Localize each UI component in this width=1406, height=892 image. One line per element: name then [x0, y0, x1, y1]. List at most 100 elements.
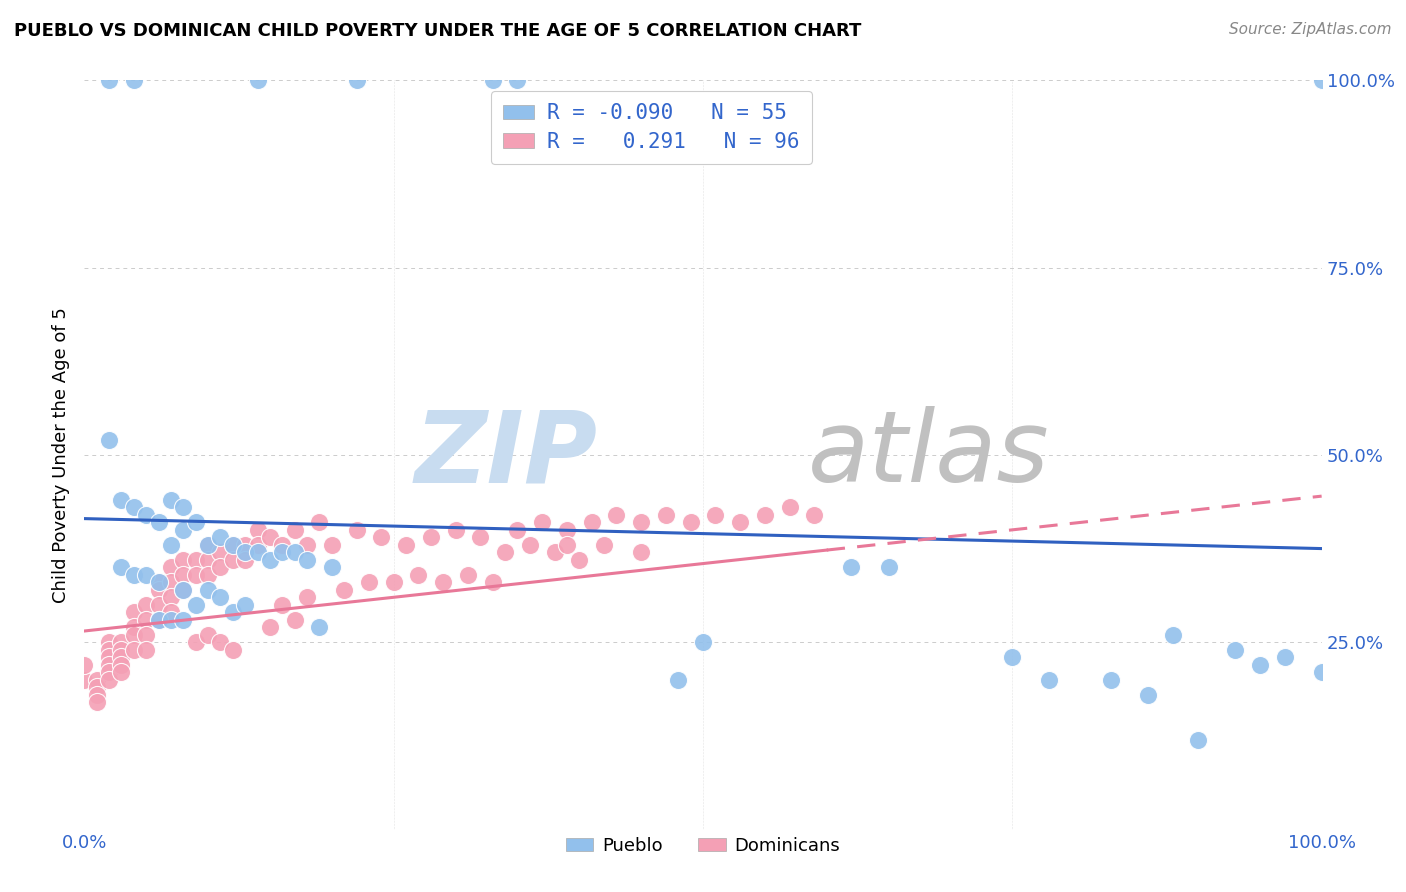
- Point: [148, 598, 170, 612]
- Point: [321, 538, 343, 552]
- Point: [98, 650, 121, 665]
- Point: [432, 575, 454, 590]
- Point: [135, 567, 157, 582]
- Point: [110, 492, 132, 507]
- Point: [246, 538, 269, 552]
- Point: [419, 530, 441, 544]
- Point: [222, 642, 245, 657]
- Point: [172, 567, 194, 582]
- Point: [86, 673, 108, 687]
- Point: [197, 567, 219, 582]
- Point: [172, 613, 194, 627]
- Point: [271, 538, 294, 552]
- Point: [233, 538, 256, 552]
- Point: [1187, 732, 1209, 747]
- Point: [555, 538, 578, 552]
- Point: [382, 575, 405, 590]
- Point: [148, 516, 170, 530]
- Point: [73, 673, 96, 687]
- Point: [160, 560, 183, 574]
- Point: [233, 553, 256, 567]
- Point: [346, 73, 368, 87]
- Point: [259, 620, 281, 634]
- Point: [295, 553, 318, 567]
- Point: [122, 73, 145, 87]
- Legend: Pueblo, Dominicans: Pueblo, Dominicans: [558, 830, 848, 862]
- Point: [184, 598, 207, 612]
- Point: [184, 516, 207, 530]
- Point: [148, 613, 170, 627]
- Point: [704, 508, 727, 522]
- Point: [110, 642, 132, 657]
- Point: [1274, 650, 1296, 665]
- Point: [605, 508, 627, 522]
- Point: [246, 523, 269, 537]
- Point: [470, 530, 492, 544]
- Point: [122, 628, 145, 642]
- Point: [246, 545, 269, 559]
- Point: [135, 642, 157, 657]
- Point: [494, 545, 516, 559]
- Point: [1310, 665, 1333, 680]
- Point: [655, 508, 678, 522]
- Point: [519, 538, 541, 552]
- Point: [135, 613, 157, 627]
- Point: [135, 598, 157, 612]
- Point: [209, 545, 232, 559]
- Point: [172, 582, 194, 597]
- Point: [481, 73, 503, 87]
- Point: [160, 605, 183, 619]
- Point: [110, 635, 132, 649]
- Point: [779, 500, 801, 515]
- Point: [877, 560, 900, 574]
- Point: [321, 560, 343, 574]
- Point: [506, 523, 529, 537]
- Point: [98, 657, 121, 672]
- Point: [209, 530, 232, 544]
- Point: [98, 673, 121, 687]
- Point: [444, 523, 467, 537]
- Point: [160, 591, 183, 605]
- Point: [98, 665, 121, 680]
- Point: [160, 538, 183, 552]
- Point: [457, 567, 479, 582]
- Point: [295, 538, 318, 552]
- Point: [122, 642, 145, 657]
- Point: [333, 582, 356, 597]
- Point: [284, 545, 307, 559]
- Point: [271, 545, 294, 559]
- Point: [222, 553, 245, 567]
- Point: [197, 538, 219, 552]
- Point: [1099, 673, 1122, 687]
- Point: [98, 635, 121, 649]
- Point: [841, 560, 863, 574]
- Point: [172, 582, 194, 597]
- Point: [160, 492, 183, 507]
- Point: [209, 591, 232, 605]
- Point: [1001, 650, 1024, 665]
- Point: [184, 567, 207, 582]
- Point: [172, 523, 194, 537]
- Point: [754, 508, 776, 522]
- Point: [197, 538, 219, 552]
- Point: [73, 657, 96, 672]
- Point: [172, 553, 194, 567]
- Point: [98, 433, 121, 447]
- Point: [593, 538, 616, 552]
- Point: [1038, 673, 1060, 687]
- Text: Source: ZipAtlas.com: Source: ZipAtlas.com: [1229, 22, 1392, 37]
- Point: [222, 605, 245, 619]
- Point: [395, 538, 418, 552]
- Point: [110, 665, 132, 680]
- Point: [259, 530, 281, 544]
- Point: [110, 657, 132, 672]
- Point: [86, 688, 108, 702]
- Text: ZIP: ZIP: [415, 407, 598, 503]
- Point: [803, 508, 825, 522]
- Point: [222, 538, 245, 552]
- Point: [148, 575, 170, 590]
- Point: [481, 575, 503, 590]
- Point: [1249, 657, 1271, 672]
- Point: [135, 508, 157, 522]
- Point: [543, 545, 565, 559]
